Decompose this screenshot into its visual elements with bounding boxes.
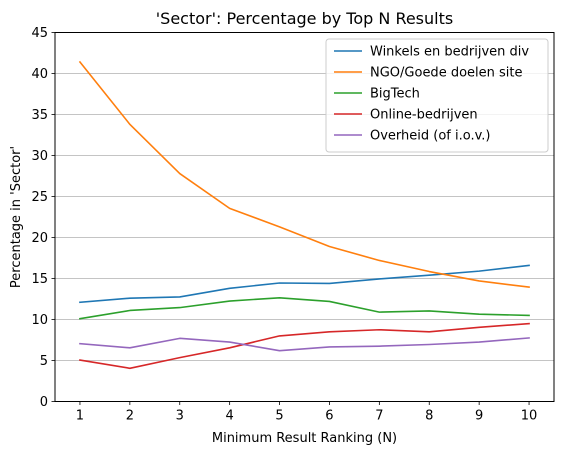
y-tick-label: 5 [40, 354, 48, 369]
x-tick-label: 6 [325, 409, 333, 424]
y-tick-label: 45 [31, 26, 48, 41]
y-axis: 0 5 10 15 20 25 30 35 40 45 [31, 26, 55, 410]
x-tick-label: 5 [275, 409, 283, 424]
legend-entry: NGO/Goede doelen site [370, 66, 522, 81]
x-tick-label: 10 [521, 409, 538, 424]
chart-title: 'Sector': Percentage by Top N Results [156, 9, 453, 28]
series-line-winkels-en-bedrijven-div [79, 264, 530, 304]
y-tick-label: 20 [31, 231, 48, 246]
x-tick-label: 3 [176, 409, 184, 424]
legend-entry: BigTech [370, 87, 420, 102]
y-tick-label: 25 [31, 190, 48, 205]
x-tick-label: 2 [126, 409, 134, 424]
y-tick-label: 10 [31, 313, 48, 328]
legend: Winkels en bedrijven div NGO/Goede doelen… [325, 38, 549, 153]
series-line-overheid-of-i-o-v [79, 337, 530, 352]
x-tick-label: 9 [475, 409, 483, 424]
y-tick-label: 15 [31, 272, 48, 287]
legend-entry: Online-bedrijven [370, 108, 478, 123]
series-line-ngo-goede-doelen-site [78, 60, 530, 289]
legend-entry: Overheid (of i.o.v.) [370, 129, 491, 144]
x-axis: 1 2 3 4 5 6 7 8 9 10 [76, 401, 538, 424]
legend-box [325, 38, 549, 153]
y-tick-label: 0 [40, 395, 48, 410]
x-axis-label: Minimum Result Ranking (N) [212, 431, 397, 446]
x-tick-label: 4 [226, 409, 234, 424]
legend-entry: Winkels en bedrijven div [370, 45, 529, 60]
series-line-bigtech [79, 296, 530, 320]
y-tick-label: 30 [31, 149, 48, 164]
x-tick-label: 8 [425, 409, 433, 424]
x-tick-label: 7 [375, 409, 383, 424]
series-lines [78, 60, 530, 370]
plot-frame [54, 32, 555, 402]
y-tick-label: 35 [31, 108, 48, 123]
series-line-online-bedrijven [79, 322, 530, 370]
x-tick-label: 1 [76, 409, 84, 424]
y-axis-label: Percentage in 'Sector' [9, 146, 24, 288]
y-tick-label: 40 [31, 67, 48, 82]
